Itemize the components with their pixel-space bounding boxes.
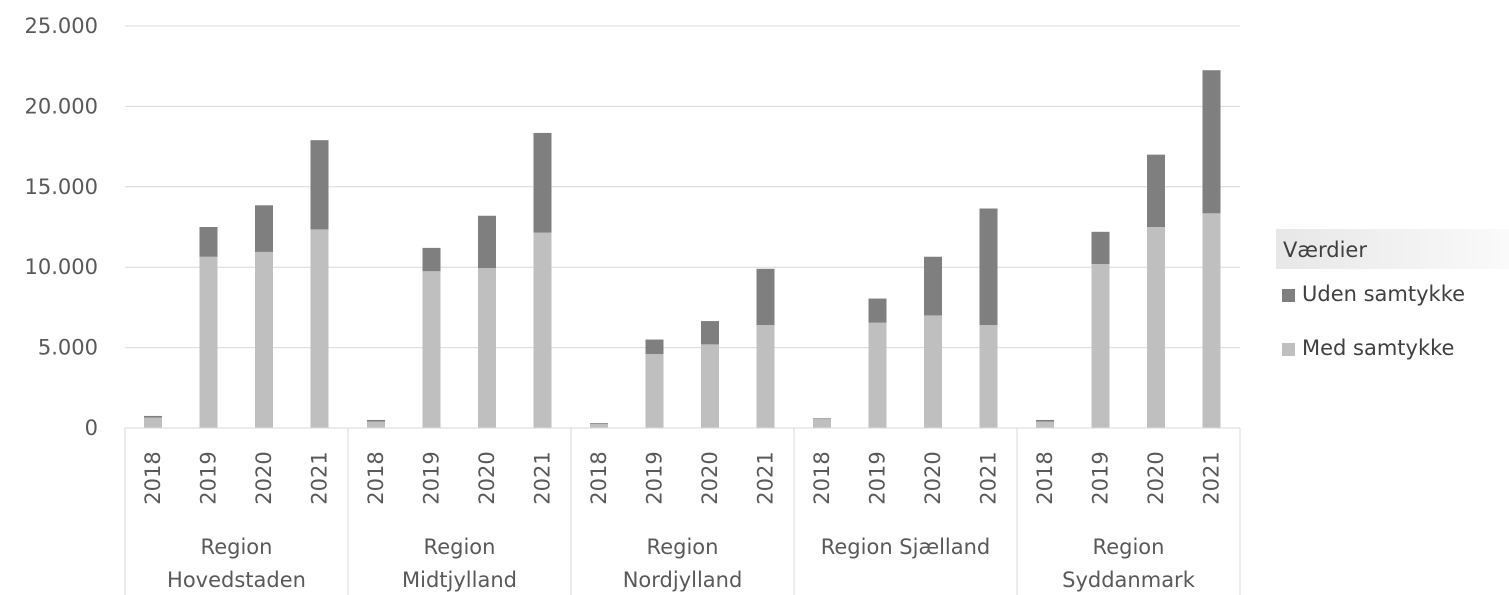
x-tick-label-year: 2019 xyxy=(643,451,667,504)
bar-uden-samtykke xyxy=(924,256,942,316)
legend-title-band xyxy=(1276,229,1509,269)
bar-uden-samtykke xyxy=(310,140,329,230)
x-group-label: Region Sjælland xyxy=(821,535,991,559)
bar-med-samtykke xyxy=(1147,227,1165,428)
bar-uden-samtykke xyxy=(701,321,719,345)
x-group-label: Syddanmark xyxy=(1062,568,1196,592)
x-tick-label-year: 2019 xyxy=(1089,451,1113,504)
x-tick-label-year: 2019 xyxy=(420,451,444,504)
bar-med-samtykke xyxy=(813,419,831,428)
bar-med-samtykke xyxy=(144,417,162,428)
x-tick-label-year: 2018 xyxy=(364,451,388,504)
x-tick-label-year: 2019 xyxy=(197,451,221,504)
bar-med-samtykke xyxy=(478,268,496,428)
bar-med-samtykke xyxy=(422,271,441,428)
y-tick-label: 0 xyxy=(85,416,98,440)
x-group-label: Midtjylland xyxy=(402,568,517,592)
legend-entry: Med samtykke xyxy=(1302,336,1454,360)
legend-title: Værdier xyxy=(1283,238,1367,262)
x-tick-label-year: 2020 xyxy=(475,451,499,504)
bar-med-samtykke xyxy=(979,325,998,428)
bar-med-samtykke xyxy=(310,229,329,428)
x-tick-label-year: 2021 xyxy=(531,451,555,504)
x-tick-label-year: 2021 xyxy=(977,451,1001,504)
bar-uden-samtykke xyxy=(533,132,552,233)
gridlines xyxy=(125,25,1240,349)
x-tick-label-year: 2018 xyxy=(141,451,165,504)
bars xyxy=(144,70,1221,428)
legend-swatch xyxy=(1282,289,1295,302)
y-tick-label: 10.000 xyxy=(25,255,98,279)
x-tick-label-year: 2021 xyxy=(1200,451,1224,504)
y-tick-label: 15.000 xyxy=(25,175,98,199)
bar-med-samtykke xyxy=(367,421,385,428)
y-tick-label: 20.000 xyxy=(25,94,98,118)
bar-med-samtykke xyxy=(1091,263,1110,428)
x-group-label: Hovedstaden xyxy=(167,568,306,592)
bar-uden-samtykke xyxy=(813,418,831,420)
x-tick-label-year: 2021 xyxy=(754,451,778,504)
legend-entry: Uden samtykke xyxy=(1302,282,1465,306)
x-tick-label-year: 2021 xyxy=(308,451,332,504)
bar-uden-samtykke xyxy=(979,208,998,326)
bar-med-samtykke xyxy=(533,232,552,428)
bar-uden-samtykke xyxy=(422,247,441,272)
x-group-label: Region xyxy=(201,535,273,559)
bar-uden-samtykke xyxy=(590,423,608,424)
x-group-label: Nordjylland xyxy=(623,568,743,592)
x-tick-label-year: 2018 xyxy=(810,451,834,504)
bar-med-samtykke xyxy=(1202,213,1221,428)
bar-med-samtykke xyxy=(199,256,218,428)
bar-med-samtykke xyxy=(255,251,273,428)
legend-swatch xyxy=(1282,343,1295,356)
x-tick-label-year: 2020 xyxy=(252,451,276,504)
bar-uden-samtykke xyxy=(144,415,162,418)
x-axis: 2018 2019 2020 2021 Region Hovedstaden 2018 201… xyxy=(124,427,1241,595)
y-axis-tick-labels: 0 5.000 10.000 15.000 20.000 25.000 xyxy=(25,14,98,440)
x-tick-label-year: 2020 xyxy=(698,451,722,504)
bar-med-samtykke xyxy=(1036,421,1054,428)
bar-uden-samtykke xyxy=(367,419,385,422)
x-group-label: Region xyxy=(424,535,496,559)
bar-uden-samtykke xyxy=(756,268,775,326)
legend: Værdier Uden samtykke Med samtykke xyxy=(1276,229,1509,360)
bar-uden-samtykke xyxy=(199,227,218,257)
x-tick-label-year: 2020 xyxy=(1144,451,1168,504)
bar-uden-samtykke xyxy=(645,339,664,355)
x-group-label: Region xyxy=(647,535,719,559)
x-tick-label-year: 2019 xyxy=(866,451,890,504)
bar-uden-samtykke xyxy=(1036,419,1054,422)
bar-uden-samtykke xyxy=(1147,154,1165,227)
bar-med-samtykke xyxy=(590,423,608,428)
bar-med-samtykke xyxy=(924,315,942,428)
bar-med-samtykke xyxy=(868,322,887,428)
bar-med-samtykke xyxy=(701,344,719,428)
y-tick-label: 5.000 xyxy=(38,336,98,360)
y-tick-label: 25.000 xyxy=(25,14,98,38)
bar-uden-samtykke xyxy=(478,215,496,269)
x-tick-label-year: 2018 xyxy=(587,451,611,504)
bar-uden-samtykke xyxy=(1202,70,1221,214)
bar-uden-samtykke xyxy=(1091,231,1110,264)
x-tick-label-year: 2018 xyxy=(1033,451,1057,504)
bar-med-samtykke xyxy=(645,354,664,428)
x-group-label: Region xyxy=(1093,535,1165,559)
x-tick-label-year: 2020 xyxy=(921,451,945,504)
bar-med-samtykke xyxy=(756,325,775,428)
bar-uden-samtykke xyxy=(868,298,887,323)
bar-uden-samtykke xyxy=(255,205,273,252)
